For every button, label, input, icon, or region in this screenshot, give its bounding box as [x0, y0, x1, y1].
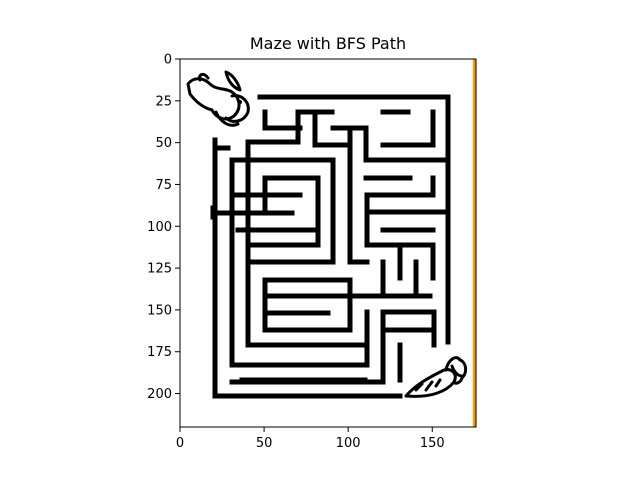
chart-title: Maze with BFS Path [250, 34, 406, 53]
y-tick-label: 75 [155, 178, 172, 193]
y-tick-label: 150 [147, 303, 172, 318]
x-tick-label: 0 [176, 436, 184, 451]
y-tick-label: 25 [155, 94, 172, 109]
y-tick-label: 175 [147, 345, 172, 360]
y-axis-ticks: 0 25 50 75 100 125 150 175 200 [147, 53, 180, 402]
y-tick-label: 200 [147, 387, 172, 402]
x-tick-label: 50 [256, 436, 273, 451]
y-tick-label: 0 [164, 53, 172, 68]
maze-walls [210, 94, 451, 399]
x-axis-ticks: 0 50 100 150 [176, 427, 445, 451]
axes-frame [179, 58, 477, 428]
y-tick-label: 125 [147, 262, 172, 277]
x-tick-label: 150 [420, 436, 445, 451]
plot-area [180, 59, 476, 427]
carrot-drawing [404, 356, 468, 398]
y-tick-label: 50 [155, 136, 172, 151]
x-tick-label: 100 [336, 436, 361, 451]
y-tick-label: 100 [147, 220, 172, 235]
rabbit-drawing [186, 70, 250, 127]
